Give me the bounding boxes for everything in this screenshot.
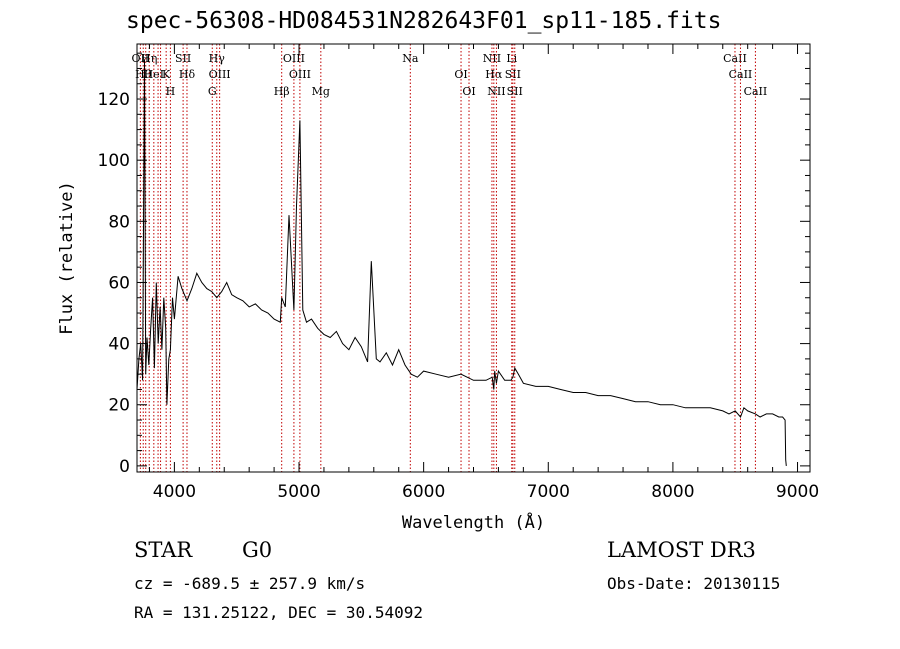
line-marker-label: H [166,85,176,98]
line-marker-label: CaII [744,85,768,98]
subclass-label: G0 [242,538,273,562]
line-marker-label: Li [506,52,517,65]
line-marker-label: CaII [723,52,747,65]
y-tick-label: 20 [108,396,130,416]
y-tick-label: 0 [119,457,130,477]
y-tick-label: 100 [98,151,130,171]
line-marker-label: Mg [312,85,330,98]
line-marker-label: G [208,85,217,98]
y-tick-label: 60 [108,273,130,293]
x-axis-label: Wavelength (Å) [402,511,545,533]
line-marker-label: Hβ [274,85,290,98]
line-marker-label: SII [505,68,521,81]
line-marker-label: Hη [141,52,157,65]
line-marker-label: OIII [283,52,305,65]
line-marker-label: OI [454,68,467,81]
line-marker-label: K [162,68,171,81]
x-tick-label: 8000 [651,482,694,502]
x-tick-label: 4000 [153,482,196,502]
line-marker-label: NII [487,85,505,98]
x-tick-label: 6000 [402,482,445,502]
line-marker-label: CaII [729,68,753,81]
line-marker-label: OIII [289,68,311,81]
coordinates-readout: RA = 131.25122, DEC = 30.54092 [134,603,423,622]
survey-label: LAMOST DR3 [607,538,756,562]
cz-readout: cz = -689.5 ± 257.9 km/s [134,574,366,593]
y-axis-label: Flux (relative) [57,181,77,335]
line-marker-label: Na [402,52,419,65]
line-marker-label: HeI [144,68,164,81]
line-marker-label: SII [507,85,523,98]
chart-title: spec-56308-HD084531N282643F01_sp11-185.f… [126,8,722,34]
line-marker-label: SII [175,52,191,65]
y-tick-label: 40 [108,335,130,355]
line-marker-label: OIII [209,68,231,81]
y-tick-label: 80 [108,212,130,232]
class-label: STAR [134,538,193,562]
obs-date: Obs-Date: 20130115 [607,574,781,593]
line-marker-label: Hδ [179,68,196,81]
x-tick-label: 7000 [527,482,570,502]
line-marker-label: Hγ [209,52,226,65]
line-marker-label: Hα [485,68,503,81]
line-marker-label: NII [483,52,501,65]
spectrum-line [136,59,787,466]
x-tick-label: 9000 [776,482,819,502]
line-marker-label: OI [462,85,475,98]
x-tick-label: 5000 [277,482,320,502]
line-marker-label: Hθ [135,68,152,81]
y-tick-label: 120 [98,90,130,110]
